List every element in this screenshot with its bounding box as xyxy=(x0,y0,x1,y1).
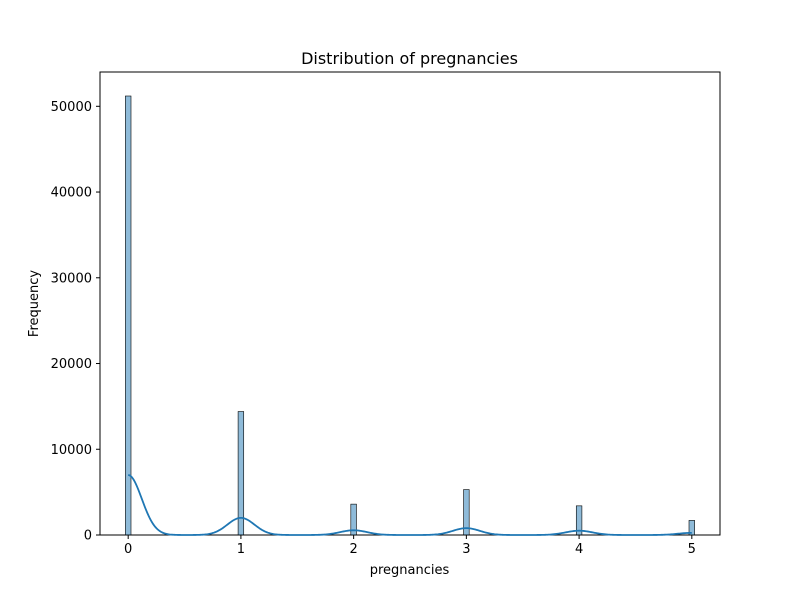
y-tick-label: 20000 xyxy=(51,357,92,372)
x-axis-title: pregnancies xyxy=(370,563,450,578)
x-tick-label: 2 xyxy=(349,542,357,557)
x-tick-label: 0 xyxy=(124,542,132,557)
x-axis: 0 1 2 3 4 5 xyxy=(124,535,696,557)
bar-1 xyxy=(237,411,245,536)
x-tick-label: 1 xyxy=(237,542,245,557)
x-tick-label: 3 xyxy=(462,542,470,557)
bars-group xyxy=(125,95,695,536)
y-tick-label: 30000 xyxy=(51,271,92,286)
y-tick-label: 10000 xyxy=(51,443,92,458)
x-tick-label: 5 xyxy=(688,542,696,557)
bar-0 xyxy=(125,95,132,536)
y-tick-label: 50000 xyxy=(51,100,92,115)
kde-line xyxy=(128,474,692,536)
x-tick-label: 4 xyxy=(575,542,583,557)
y-tick-label: 40000 xyxy=(51,186,92,201)
chart-title: Distribution of pregnancies xyxy=(301,49,518,68)
y-axis: 0 10000 20000 30000 40000 50000 xyxy=(51,100,100,544)
y-axis-title: Frequency xyxy=(27,270,42,337)
plot-frame xyxy=(99,71,721,536)
y-tick-label: 0 xyxy=(84,529,92,544)
